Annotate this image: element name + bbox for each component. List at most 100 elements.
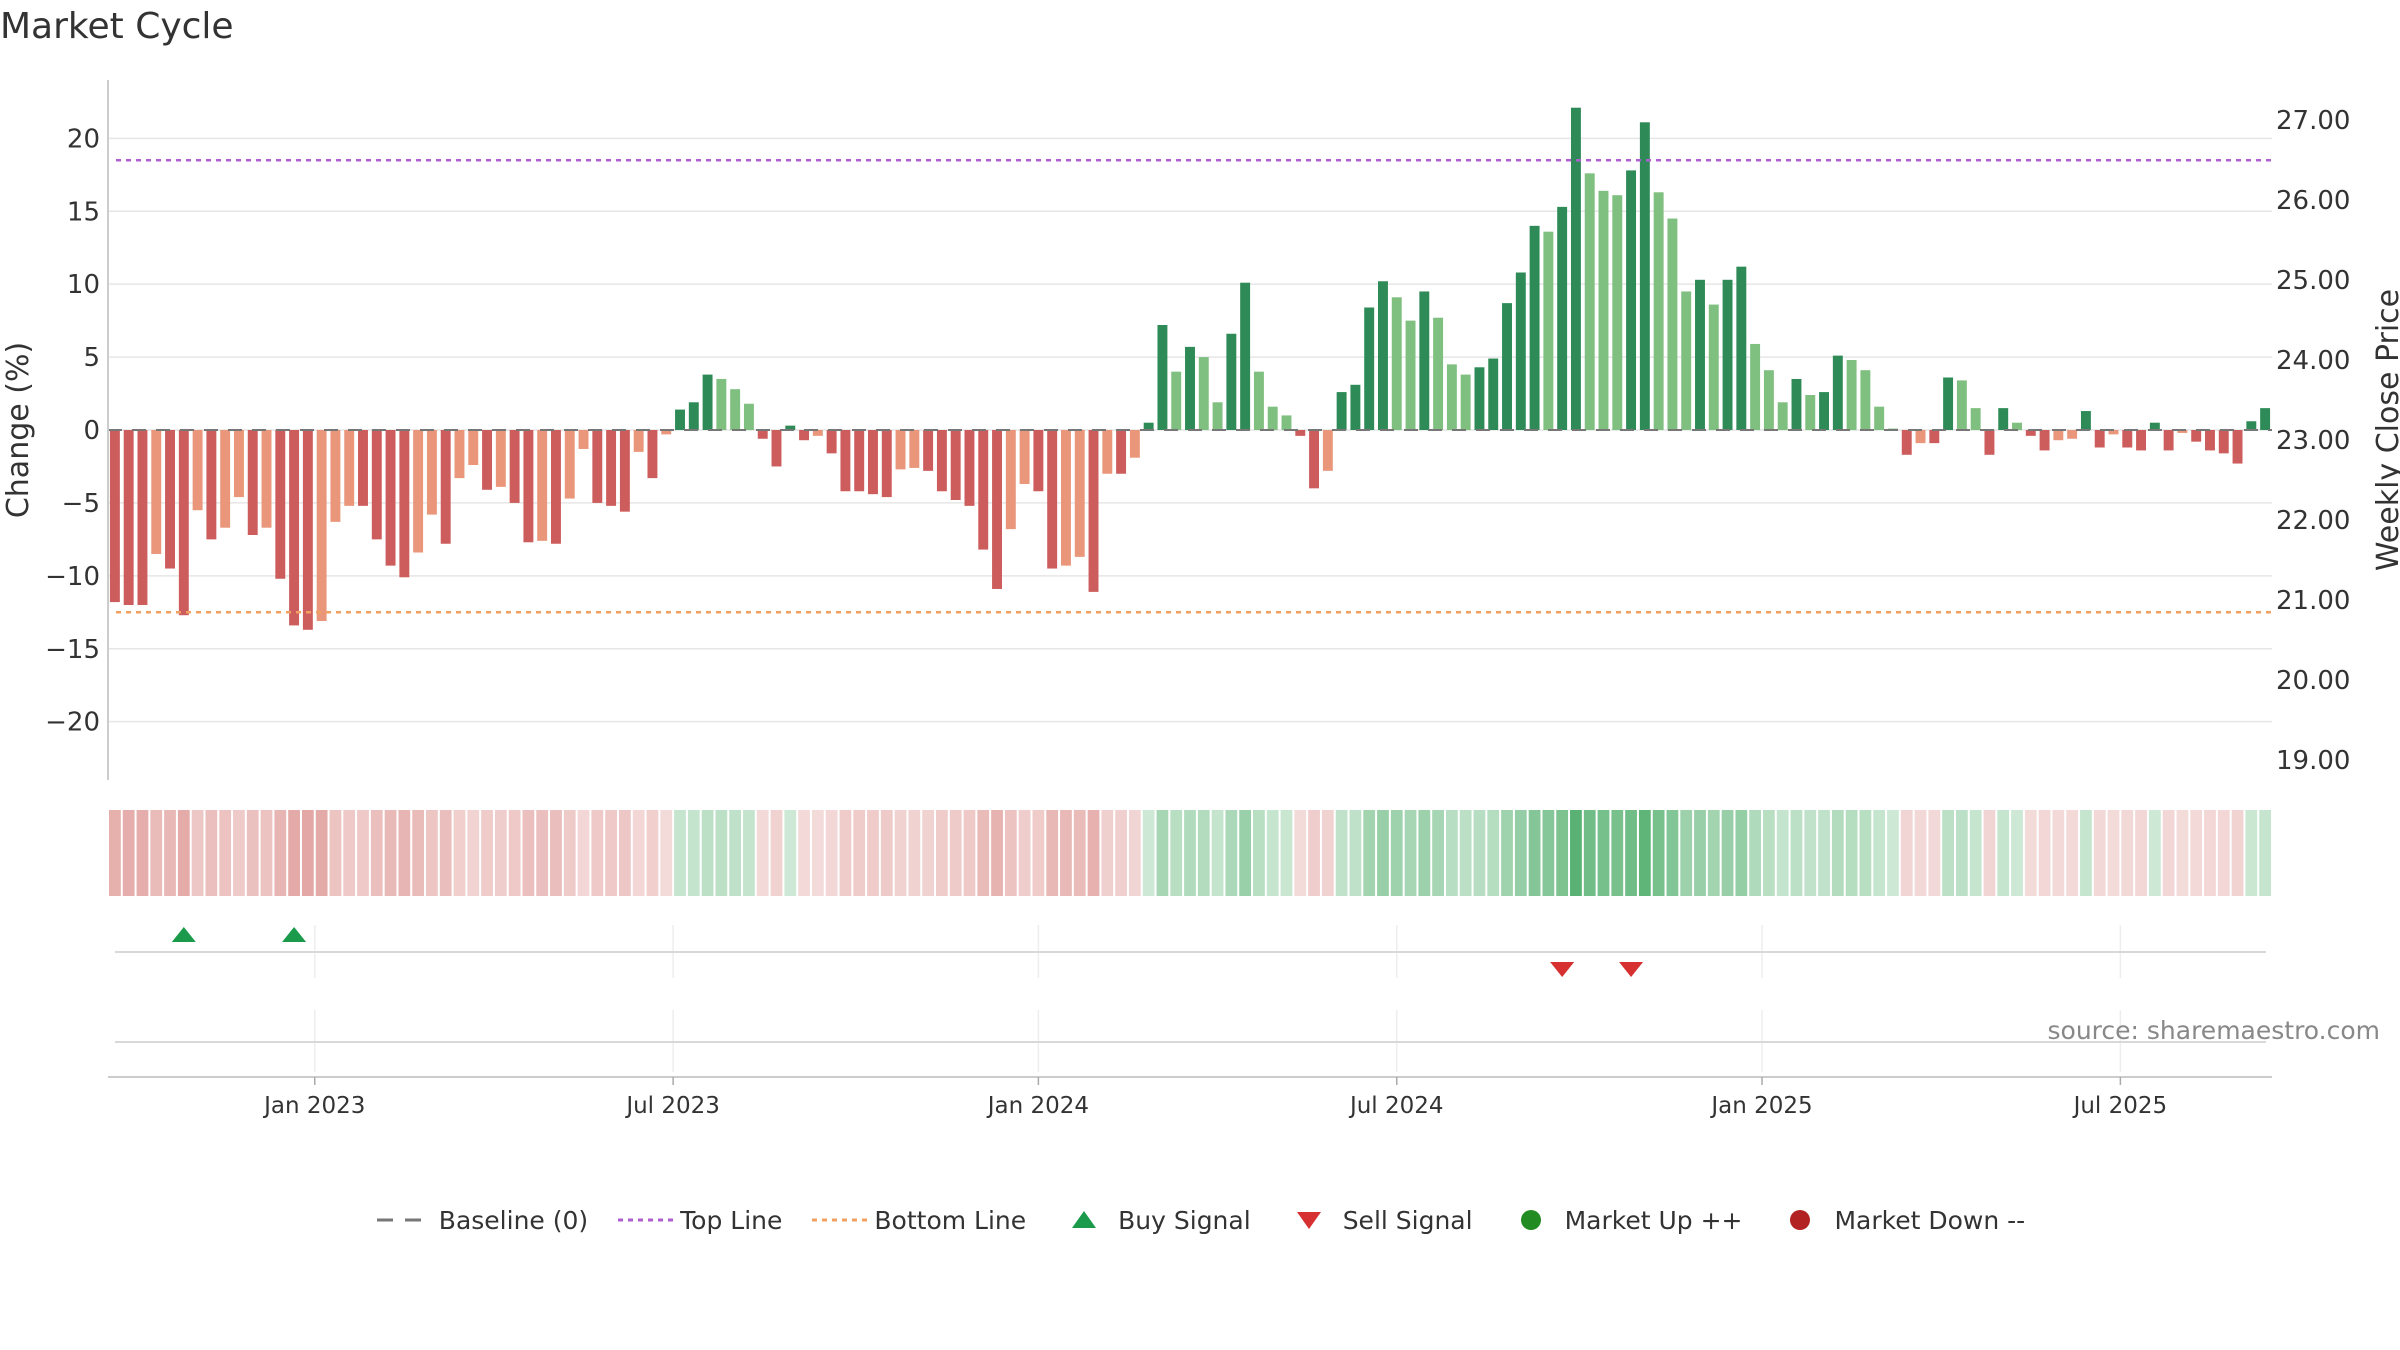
bar xyxy=(1322,430,1333,471)
bar xyxy=(2067,430,2078,439)
bar xyxy=(399,430,410,578)
heat-cell xyxy=(1570,810,1582,896)
heat-cell xyxy=(2148,810,2161,896)
heat-cell xyxy=(1280,810,1293,896)
bar xyxy=(2218,430,2229,454)
y2-tick-label: 26.00 xyxy=(2276,186,2350,216)
heat-cell xyxy=(1404,810,1417,896)
bar xyxy=(2191,430,2202,442)
bar xyxy=(1805,395,1816,430)
legend-sell-signal[interactable]: Sell Signal xyxy=(1279,1205,1473,1235)
dotted-line-icon xyxy=(616,1205,676,1235)
heat-cell xyxy=(687,810,700,896)
bar xyxy=(1543,231,1554,430)
heat-cell xyxy=(398,810,411,896)
y2-axis-label: Weekly Close Price xyxy=(2371,289,2400,571)
legend-market-down-label: Market Down -- xyxy=(1834,1205,2026,1235)
bar xyxy=(454,430,465,479)
bar xyxy=(1860,370,1871,430)
bar xyxy=(233,430,244,498)
heat-cell xyxy=(536,810,549,896)
heat-cell xyxy=(1611,810,1624,896)
bar xyxy=(247,430,258,535)
heat-cell xyxy=(1735,810,1748,896)
heat-cell xyxy=(1942,810,1954,896)
heat-cell xyxy=(701,810,714,896)
bar xyxy=(1019,430,1030,484)
bar xyxy=(1060,430,1071,566)
heat-cell xyxy=(481,810,493,896)
y-tick-label: −15 xyxy=(45,635,100,665)
heat-cell xyxy=(2052,810,2065,896)
heat-cell xyxy=(1101,810,1114,896)
heat-cell xyxy=(591,810,604,896)
bar xyxy=(509,430,520,503)
y-tick-label: −20 xyxy=(45,708,100,738)
heat-cell xyxy=(1583,810,1596,896)
heat-cell xyxy=(963,810,976,896)
bar xyxy=(1570,107,1581,430)
heat-cell xyxy=(577,810,590,896)
bar xyxy=(1419,291,1430,430)
bar xyxy=(2108,430,2119,435)
bar xyxy=(1777,402,1788,430)
bar xyxy=(1639,122,1650,431)
heat-cell xyxy=(1818,810,1830,896)
signals xyxy=(171,927,1644,977)
bar xyxy=(826,430,837,454)
bar xyxy=(344,430,355,506)
heat-cell xyxy=(2259,810,2271,896)
heat-cell xyxy=(219,810,232,896)
bar xyxy=(730,389,741,430)
bar xyxy=(1157,325,1168,430)
heat-cell xyxy=(288,810,300,896)
bar xyxy=(840,430,851,492)
bar xyxy=(1226,333,1237,430)
legend-market-down[interactable]: Market Down -- xyxy=(1770,1205,2025,1235)
bar xyxy=(495,430,506,487)
heat-cell xyxy=(632,810,645,896)
bar xyxy=(1295,430,1306,436)
bar xyxy=(109,430,120,603)
heat-cell xyxy=(853,810,866,896)
heat-cell xyxy=(1142,810,1155,896)
legend-bottom-line[interactable]: Bottom Line xyxy=(810,1205,1026,1235)
heat-cell xyxy=(122,810,135,896)
heat-cell xyxy=(1790,810,1803,896)
bar xyxy=(1943,377,1954,430)
heat-cell xyxy=(646,810,659,896)
reference-lines xyxy=(108,158,2272,614)
heat-cell xyxy=(1225,810,1238,896)
heat-cell xyxy=(1060,810,1072,896)
bar xyxy=(1074,430,1085,557)
heat-cell xyxy=(1432,810,1444,896)
heat-cell xyxy=(1501,810,1513,896)
bar xyxy=(564,430,575,499)
heat-cell xyxy=(949,810,962,896)
bar xyxy=(220,430,231,528)
bar xyxy=(413,430,424,553)
heat-cell xyxy=(274,810,287,896)
heat-cell xyxy=(1087,810,1100,896)
legend-bottom-line-label: Bottom Line xyxy=(874,1205,1027,1235)
bar xyxy=(1446,364,1457,430)
legend-top-line[interactable]: Top Line xyxy=(616,1205,782,1235)
y2-tick-label: 24.00 xyxy=(2276,346,2350,376)
legend-sell-signal-label: Sell Signal xyxy=(1342,1205,1473,1235)
legend-top-line-label: Top Line xyxy=(680,1205,783,1235)
bar xyxy=(426,430,437,515)
x-tick-label: Jul 2023 xyxy=(624,1093,720,1119)
heat-cell xyxy=(674,810,686,896)
legend-baseline[interactable]: Baseline (0) xyxy=(375,1205,588,1235)
x-tick-label: Jul 2025 xyxy=(2072,1093,2168,1119)
bar xyxy=(1033,430,1044,492)
legend-market-up[interactable]: Market Up ++ xyxy=(1501,1205,1742,1235)
bar xyxy=(1529,225,1540,430)
bar xyxy=(2177,430,2188,433)
bar xyxy=(1915,430,1926,444)
heat-cell xyxy=(2038,810,2051,896)
heat-cell xyxy=(1556,810,1569,896)
legend-buy-signal[interactable]: Buy Signal xyxy=(1054,1205,1251,1235)
bar xyxy=(1984,430,1995,455)
